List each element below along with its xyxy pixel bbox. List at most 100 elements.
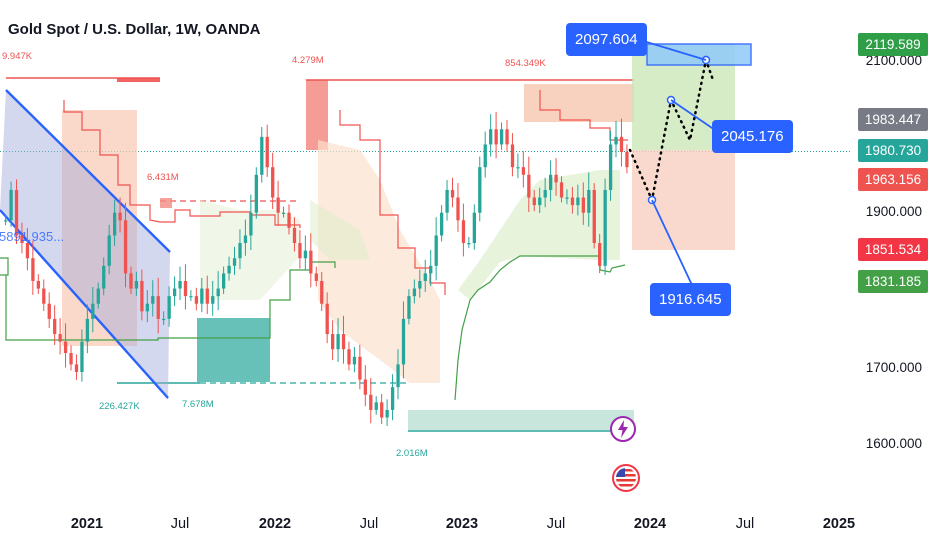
candle-body xyxy=(418,280,422,289)
candle-body xyxy=(527,174,531,198)
candle-body xyxy=(260,136,264,175)
zone-top-line-left xyxy=(117,78,160,82)
candle-body xyxy=(243,235,248,244)
candle-body xyxy=(31,258,35,281)
candle-body xyxy=(478,167,482,213)
volume-label-left: 9.947K xyxy=(2,51,33,62)
candle-body xyxy=(216,288,220,297)
lightning-event-icon[interactable] xyxy=(610,414,636,449)
callout-line-low xyxy=(651,199,693,286)
candle-body xyxy=(151,296,155,304)
candle-body xyxy=(543,189,547,198)
candle-body xyxy=(505,129,509,145)
zone-small-red xyxy=(160,198,172,208)
candle-body xyxy=(396,364,400,388)
y-tick-1600: 1600.000 xyxy=(865,436,922,451)
candle-body xyxy=(559,182,564,198)
candle-body xyxy=(25,243,30,259)
candle-body xyxy=(347,349,351,365)
candle-body xyxy=(352,356,357,365)
y-tick-1700: 1700.000 xyxy=(865,360,922,375)
y-tick-2100: 2100.000 xyxy=(865,53,922,68)
candle-body xyxy=(407,296,411,319)
candle-body xyxy=(205,288,209,304)
candle-body xyxy=(412,288,417,297)
volume-label-2022: 4.279M xyxy=(292,55,324,66)
candle-body xyxy=(461,220,466,244)
candle-body xyxy=(303,250,308,259)
candle-body xyxy=(227,265,231,274)
chart-title: Gold Spot / U.S. Dollar, 1W, OANDA xyxy=(8,21,261,38)
callout-2097[interactable]: 2097.604 xyxy=(566,23,647,56)
candle-body xyxy=(20,235,24,244)
candle-body xyxy=(129,273,133,289)
risk-zone-red xyxy=(632,150,735,250)
zone-beige-2022 xyxy=(318,140,440,383)
callout-2045[interactable]: 2045.176 xyxy=(712,120,793,153)
callout-line-top xyxy=(639,39,707,61)
candle-body xyxy=(123,220,128,274)
candle-body xyxy=(102,265,106,289)
zone-green-2021 xyxy=(197,318,270,382)
candle-body xyxy=(592,189,596,244)
candle-body xyxy=(200,288,204,304)
candle-body xyxy=(249,212,253,236)
x-tick-jul-2024: Jul xyxy=(735,516,755,532)
candle-body xyxy=(445,189,449,213)
callout-line-mid xyxy=(670,99,716,131)
price-label-1983: 1983.447 xyxy=(858,108,928,131)
volume-label-2022-low: 2.016M xyxy=(396,448,428,459)
us-flag-event-icon[interactable] xyxy=(612,460,640,501)
candle-body xyxy=(434,235,438,266)
candle-body xyxy=(36,280,40,289)
candle-body xyxy=(581,197,585,213)
candle-body xyxy=(472,212,476,244)
callout-1916[interactable]: 1916.645 xyxy=(650,283,731,316)
candle-body xyxy=(222,273,226,289)
volume-label-low-2021: 226.427K xyxy=(99,401,140,412)
candle-body xyxy=(211,296,215,304)
candle-body xyxy=(423,273,427,281)
zone-red-2022 xyxy=(306,80,328,150)
candle-body xyxy=(320,280,324,304)
x-tick-jul-2023: Jul xyxy=(546,516,566,532)
candle-body xyxy=(194,296,199,304)
price-label-2119: 2119.589 xyxy=(858,33,928,56)
candle-body xyxy=(614,136,618,145)
candle-body xyxy=(341,334,346,350)
x-tick-jul-2022: Jul xyxy=(359,516,379,532)
candle-body xyxy=(254,174,258,213)
zone-light-green-2022 xyxy=(310,200,370,260)
candle-body xyxy=(456,197,460,221)
candle-body xyxy=(429,265,433,274)
candle-body xyxy=(390,387,395,410)
price-label-1980: 1980.730 xyxy=(858,139,928,162)
candle-body xyxy=(172,288,177,297)
x-tick-2021: 2021 xyxy=(70,516,104,532)
candle-body xyxy=(516,167,520,169)
trend-line-red-3 xyxy=(539,90,628,141)
candle-body xyxy=(47,303,51,319)
candle-body xyxy=(374,402,378,410)
x-tick-jul-2021: Jul xyxy=(170,516,190,532)
candle-body xyxy=(450,189,455,198)
candle-body xyxy=(369,394,373,410)
candle-body xyxy=(178,280,182,289)
candle-body xyxy=(63,341,68,354)
candle-body xyxy=(380,402,384,418)
candle-body xyxy=(336,334,340,350)
candle-body xyxy=(53,318,57,335)
candle-body xyxy=(91,303,95,319)
candle-body xyxy=(298,243,302,259)
zone-red-2023 xyxy=(524,84,634,122)
candle-body xyxy=(80,341,84,372)
candle-body xyxy=(565,197,569,199)
volume-label-2021: 6.431M xyxy=(147,172,179,183)
candle-body xyxy=(499,129,504,145)
channel-top-line xyxy=(5,89,171,253)
x-tick-2022: 2022 xyxy=(258,516,292,532)
candle-body xyxy=(96,288,100,304)
candle-body xyxy=(113,212,117,236)
candle-body xyxy=(521,167,526,175)
